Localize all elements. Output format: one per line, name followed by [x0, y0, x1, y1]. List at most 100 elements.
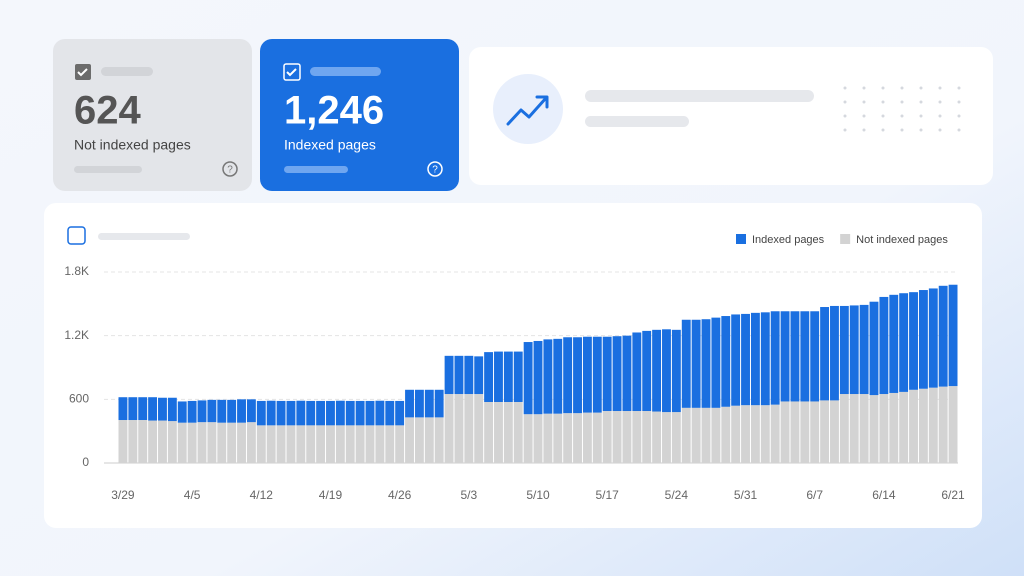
bar: [464, 355, 474, 395]
dot: [881, 114, 885, 118]
dot: [919, 86, 923, 90]
bar: [671, 412, 681, 463]
bar: [859, 394, 869, 463]
bar: [276, 400, 286, 426]
bar: [484, 401, 494, 463]
dot: [843, 128, 847, 132]
bar: [256, 400, 266, 426]
y-tick-label: 600: [69, 392, 89, 406]
placeholder: [101, 67, 153, 76]
bar: [780, 311, 790, 402]
dot: [919, 114, 923, 118]
bar: [662, 329, 671, 413]
bar: [800, 311, 810, 402]
placeholder: [310, 67, 381, 76]
x-tick-label: 5/31: [734, 488, 758, 502]
bar: [948, 386, 958, 463]
bar: [118, 397, 128, 421]
dot: [957, 86, 961, 90]
bar: [414, 389, 424, 418]
x-tick-label: 5/17: [595, 488, 619, 502]
bar: [513, 401, 523, 463]
bar: [316, 425, 326, 463]
bar: [909, 389, 918, 463]
bar: [869, 301, 879, 396]
bar: [632, 332, 642, 412]
card-value: 624: [74, 89, 141, 133]
bar: [395, 425, 405, 463]
bar: [899, 293, 909, 392]
x-tick-label: 5/3: [460, 488, 477, 502]
help-glyph: ?: [227, 165, 233, 176]
bar: [830, 305, 839, 401]
bar: [918, 388, 928, 463]
bar: [909, 292, 918, 390]
bar: [474, 394, 484, 463]
checkbox[interactable]: [67, 226, 86, 245]
card[interactable]: [260, 39, 459, 191]
checkbox[interactable]: [283, 63, 301, 81]
bar: [711, 317, 721, 408]
x-tick-label: 6/21: [941, 488, 965, 502]
bar: [810, 311, 820, 402]
bar: [158, 420, 167, 463]
bar: [839, 394, 849, 463]
bar: [573, 337, 582, 414]
bar: [405, 389, 414, 418]
bar: [681, 407, 691, 463]
bar: [543, 339, 553, 414]
legend-label: Indexed pages: [752, 234, 825, 246]
bar: [533, 414, 543, 463]
bar: [503, 401, 513, 463]
bar: [691, 407, 701, 463]
bar: [938, 386, 948, 463]
bar: [602, 411, 612, 463]
bar: [701, 407, 711, 463]
help-icon[interactable]: [427, 161, 443, 177]
bar: [879, 296, 889, 395]
bar: [316, 400, 326, 426]
check-icon: [77, 68, 88, 77]
bar: [306, 400, 316, 426]
bar: [158, 397, 167, 421]
bar: [899, 391, 909, 463]
bar: [563, 413, 573, 463]
help-glyph: ?: [432, 165, 438, 176]
bar: [375, 400, 385, 426]
bar: [306, 425, 316, 463]
bar: [375, 425, 385, 463]
bar: [671, 329, 681, 413]
bar: [849, 394, 859, 463]
bar: [731, 405, 741, 463]
x-tick-label: 4/19: [319, 488, 343, 502]
bar: [701, 319, 711, 408]
bar: [741, 405, 750, 463]
bar: [128, 420, 138, 463]
bar: [592, 412, 602, 463]
bar: [365, 400, 375, 426]
bar: [760, 405, 770, 463]
card[interactable]: [53, 39, 252, 191]
bar: [246, 399, 256, 423]
bar: [454, 355, 464, 395]
bar: [444, 355, 454, 395]
dot-pattern: [843, 86, 961, 132]
dot: [938, 86, 942, 90]
bar: [266, 425, 276, 463]
placeholder: [284, 166, 348, 173]
icon-circle: [493, 74, 563, 144]
bar: [296, 425, 306, 463]
check-icon: [286, 68, 297, 77]
dot: [900, 100, 904, 104]
x-tick-label: 6/7: [806, 488, 823, 502]
bar: [553, 413, 563, 463]
bar: [652, 411, 662, 463]
bar: [869, 395, 879, 463]
bar: [335, 425, 345, 463]
bar: [424, 417, 434, 463]
help-icon[interactable]: [222, 161, 238, 177]
x-tick-label: 3/29: [111, 488, 135, 502]
dot: [900, 86, 904, 90]
bar: [770, 311, 780, 405]
